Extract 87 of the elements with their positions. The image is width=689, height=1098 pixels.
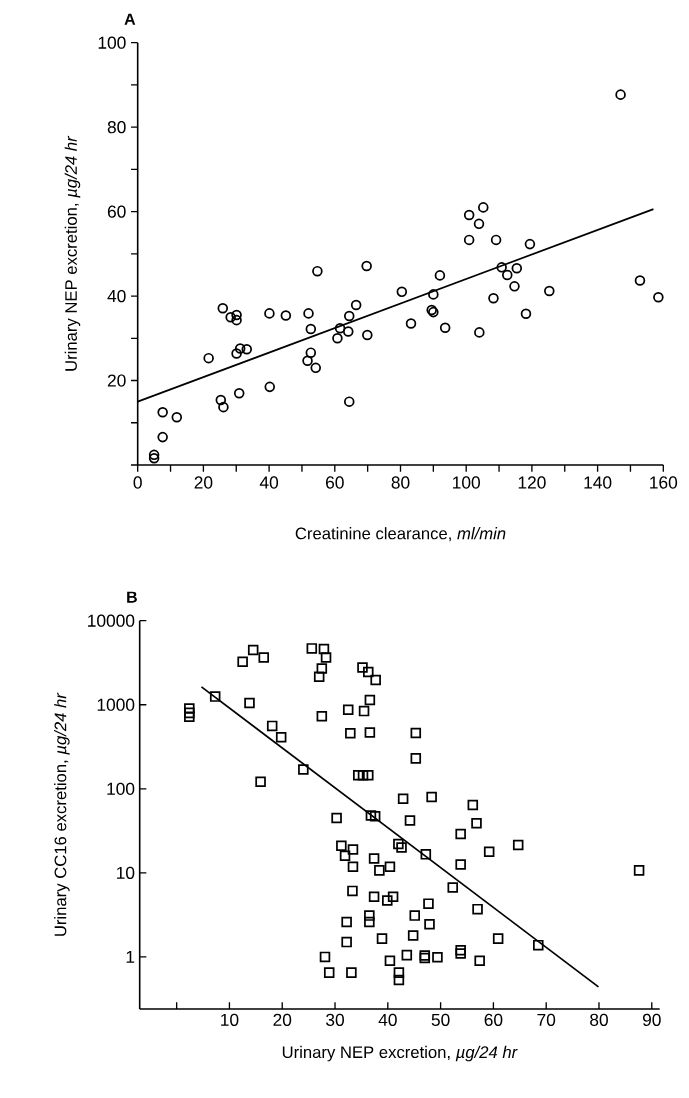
x-tick-label: 20 (194, 476, 213, 489)
x-tick-label: 100 (453, 476, 480, 489)
x-tick-label: 140 (584, 476, 612, 489)
point (264, 308, 275, 319)
y-tick-label: 10 (117, 866, 135, 879)
point (474, 327, 485, 338)
point (231, 314, 242, 326)
x-tick-label: 20 (273, 1013, 292, 1026)
point (361, 260, 372, 272)
point (241, 344, 253, 355)
point (343, 396, 355, 407)
point (264, 381, 276, 393)
y-tick-label: 60 (107, 205, 126, 218)
point (203, 352, 214, 364)
x-axis-title: Urinary NEP excretion, µg/24 hr (282, 1045, 518, 1062)
point (231, 348, 242, 359)
point (520, 308, 532, 320)
point (218, 401, 229, 413)
y-tick-label: 80 (107, 121, 126, 134)
point (332, 333, 343, 344)
point (434, 270, 446, 281)
point (234, 343, 246, 354)
point (157, 431, 168, 443)
y-tick-label: 10000 (88, 614, 135, 627)
point (463, 234, 475, 246)
point (615, 89, 626, 100)
x-tick-label: 0 (133, 476, 142, 489)
y-tick-label: 100 (107, 782, 135, 795)
chart-title: B (127, 591, 137, 603)
point (653, 292, 664, 303)
point (343, 310, 355, 322)
point (524, 238, 536, 250)
x-tick-label: 80 (391, 476, 410, 489)
x-axis-title: Creatinine clearance, ml/min (295, 527, 506, 542)
x-tick-label: 50 (431, 1013, 450, 1026)
point (217, 303, 229, 314)
point (225, 311, 236, 323)
point (478, 202, 489, 213)
point (488, 292, 499, 304)
point (439, 322, 451, 334)
x-tick-label: 70 (537, 1013, 556, 1026)
point (231, 309, 242, 321)
point (305, 323, 317, 335)
y-tick-label: 20 (107, 374, 126, 387)
y-tick-label: 100 (98, 36, 126, 49)
point (490, 234, 502, 246)
point (362, 329, 373, 341)
y-axis-title: Urinary NEP excretion, µg/24 hr (64, 135, 81, 371)
point (509, 281, 520, 292)
x-tick-label: 10 (221, 1013, 239, 1026)
y-tick-label: 40 (107, 289, 126, 303)
point (544, 285, 555, 297)
y-tick-label: 1000 (97, 698, 135, 711)
x-tick-label: 160 (650, 476, 678, 489)
point (310, 362, 322, 374)
point (302, 355, 313, 366)
point (405, 318, 417, 329)
point (215, 394, 227, 406)
x-tick-label: 60 (326, 476, 344, 489)
point (350, 299, 362, 311)
point (305, 347, 317, 358)
y-tick-label: 1 (126, 950, 135, 963)
x-tick-label: 40 (378, 1013, 397, 1026)
point (157, 406, 168, 418)
point (280, 310, 292, 321)
point (233, 387, 245, 399)
point (511, 262, 523, 274)
point (396, 286, 408, 298)
x-tick-label: 60 (484, 1013, 503, 1026)
point (342, 326, 354, 337)
point (303, 308, 314, 319)
point (171, 412, 183, 423)
point (312, 265, 323, 277)
point (334, 322, 346, 334)
x-tick-label: 80 (590, 1013, 608, 1026)
x-tick-label: 40 (259, 476, 279, 489)
point (473, 218, 485, 230)
point (463, 209, 475, 221)
x-tick-label: 30 (326, 1013, 344, 1026)
y-axis-title: Urinary CC16 excretion, µg/24 hr (54, 692, 70, 936)
x-tick-label: 90 (642, 1013, 661, 1026)
x-tick-label: 120 (518, 476, 546, 489)
chart-title: A (124, 13, 136, 25)
point (501, 269, 513, 281)
point (496, 262, 507, 273)
point (428, 289, 439, 300)
point (634, 275, 646, 286)
